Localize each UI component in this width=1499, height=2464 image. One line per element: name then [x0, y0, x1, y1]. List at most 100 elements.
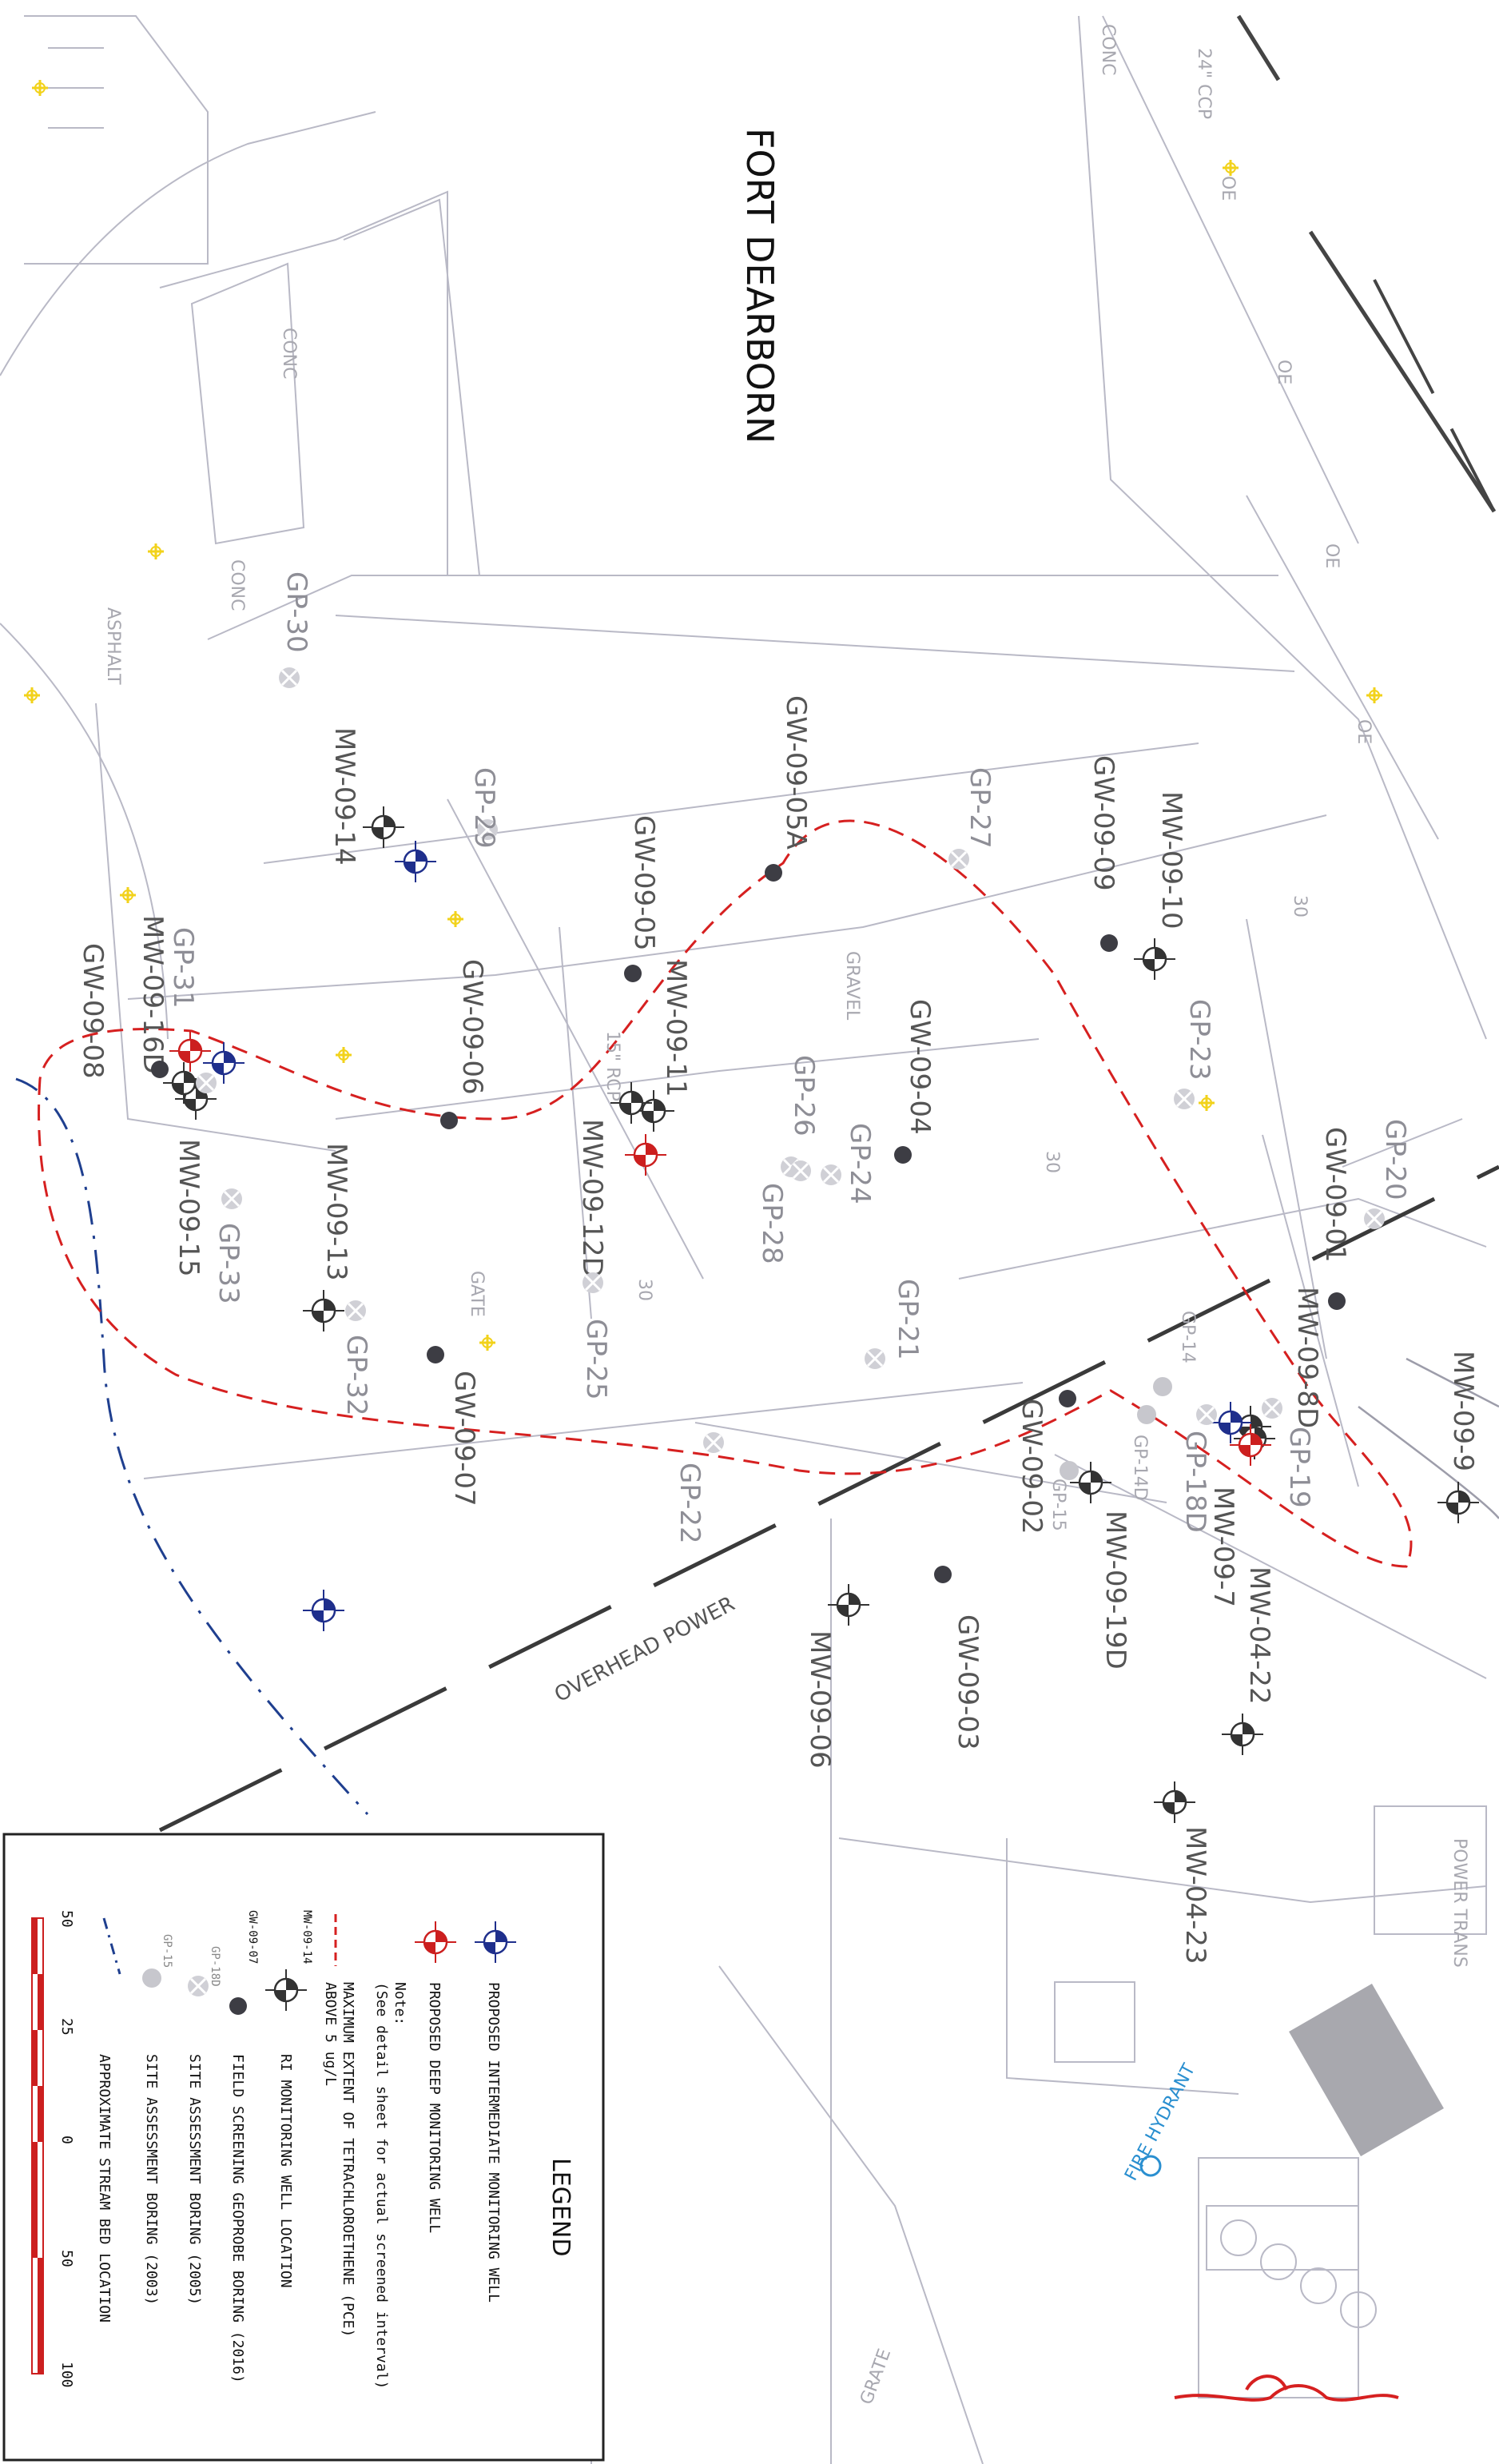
legend-scale-bar: 50 25 0 50 100 — [31, 1910, 75, 2388]
proposed-intermediate-well — [393, 839, 438, 884]
gw-09-09: GW-09-09 — [1087, 755, 1119, 952]
legend: LEGEND PROPOSED INTERMEDIATE MONITORING … — [2, 1833, 605, 2462]
gw-09-06: GW-09-06 — [440, 959, 488, 1129]
svg-text:GW-09-07: GW-09-07 — [448, 1371, 480, 1507]
svg-text:GP-20: GP-20 — [1379, 1119, 1411, 1200]
gp-14d: GP-14D — [1130, 1405, 1156, 1501]
svg-text:GP-14D: GP-14D — [1130, 1435, 1150, 1501]
svg-text:GP-33: GP-33 — [213, 1223, 245, 1304]
gp-30: GP-30 — [277, 571, 312, 690]
svg-text:MW-09-19D: MW-09-19D — [1099, 1511, 1131, 1670]
gp-28: GP-28 — [756, 1159, 813, 1264]
scale-label-50a: 50 — [58, 1910, 75, 1928]
gw-09-05a: GW-09-05A — [765, 695, 812, 882]
area-label-contour-30c: 30 — [634, 1279, 654, 1301]
gw-09-05: GW-09-05 — [624, 815, 660, 982]
area-label-pipe-24: 24" CCP — [1194, 48, 1214, 119]
site-assessment-borings: GP-30 GP-29 GP-27 GP-31 GP-26 GP-24 GP-2… — [167, 571, 1411, 1544]
gw-09-04: GW-09-04 — [894, 999, 936, 1164]
svg-text:MW-09-06: MW-09-06 — [804, 1630, 836, 1769]
mw-09-19d: MW-09-19D — [1068, 1460, 1131, 1670]
scale-label-25: 25 — [58, 2018, 75, 2036]
legend-site-2005-icon — [186, 1974, 210, 1998]
gw-09-02: GW-09-02 — [1016, 1390, 1076, 1535]
gp-14: GP-14 — [1153, 1311, 1198, 1396]
svg-text:GP-30: GP-30 — [280, 571, 312, 653]
scale-label-50b: 50 — [58, 2250, 75, 2267]
legend-field-screen-code: GW-09-07 — [246, 1910, 259, 1964]
gp-25: GP-25 — [580, 1271, 612, 1400]
area-label-asphalt: ASPHALT — [103, 607, 123, 685]
gp-19: GP-19 — [1260, 1396, 1315, 1508]
mw-04-22: MW-04-22 — [1220, 1566, 1275, 1757]
proposed-deep-well — [623, 1132, 668, 1177]
area-label-overhead-power: OVERHEAD POWER — [551, 1592, 738, 1707]
mw-09-11: MW-09-11 — [631, 959, 692, 1133]
mw-09-15: MW-09-15 — [173, 1077, 218, 1277]
svg-text:GW-09-04: GW-09-04 — [904, 999, 936, 1135]
svg-text:GP-19: GP-19 — [1283, 1427, 1315, 1508]
svg-text:GP-24: GP-24 — [844, 1123, 876, 1204]
mw-09-8d: MW-09-8D — [1228, 1287, 1323, 1449]
area-label-oe-3: OE — [1322, 543, 1342, 568]
area-label-oe-2: OE — [1274, 360, 1294, 384]
mw-09-12d: MW-09-12D — [576, 1081, 654, 1278]
fire-hydrant-icon — [1139, 2155, 1162, 2177]
proposed-intermediate-well — [301, 1588, 346, 1633]
utility-poles — [22, 78, 1384, 1352]
legend-ri-well-code: MW-09-14 — [300, 1910, 313, 1964]
svg-text:GP-23: GP-23 — [1183, 999, 1215, 1081]
gp-26: GP-26 — [779, 1055, 820, 1179]
legend-note-2: (See detail sheet for actual screened in… — [373, 1982, 390, 2389]
signature-mark — [1174, 2374, 1399, 2402]
svg-text:MW-04-22: MW-04-22 — [1243, 1566, 1275, 1705]
gp-27: GP-27 — [947, 767, 996, 871]
area-label-contour-30b: 30 — [1042, 1151, 1062, 1173]
mw-09-9: MW-09-9 — [1436, 1351, 1481, 1525]
mw-09-06: MW-09-06 — [804, 1582, 871, 1769]
legend-ri-well-label: RI MONITORING WELL LOCATION — [277, 2054, 294, 2288]
gw-09-08: GW-09-08 — [77, 943, 169, 1079]
mw-09-7: MW-09-7 — [1207, 1416, 1277, 1607]
scale-label-0: 0 — [58, 2136, 75, 2144]
area-label-contour-30a: 30 — [1290, 895, 1310, 918]
svg-text:GP-22: GP-22 — [674, 1463, 706, 1544]
area-label-gravel: GRAVEL — [842, 951, 862, 1021]
mw-09-13: MW-09-13 — [301, 1143, 352, 1333]
svg-text:GP-29: GP-29 — [468, 767, 500, 849]
legend-site-2003-icon — [142, 1968, 161, 1988]
svg-text:MW-09-8D: MW-09-8D — [1291, 1287, 1323, 1428]
gp-24: GP-24 — [819, 1123, 876, 1204]
area-label-oe-1: OE — [1218, 176, 1238, 201]
svg-text:GP-27: GP-27 — [964, 767, 996, 849]
monitoring-wells: MW-09-14 MW-09-10 MW-09-11 MW-09-12D MW-… — [137, 727, 1481, 1964]
gp-15: GP-15 — [1048, 1461, 1079, 1531]
gp-20: GP-20 — [1362, 1119, 1411, 1231]
gp-18d: GP-18D — [1179, 1403, 1219, 1533]
svg-text:MW-09-12D: MW-09-12D — [576, 1119, 608, 1278]
legend-site-2005-code: GP-18D — [209, 1946, 221, 1987]
gw-09-01: GW-09-01 — [1319, 1127, 1351, 1310]
legend-site-2005-label: SITE ASSESSMENT BORING (2005) — [186, 2054, 203, 2305]
area-label-oe-4: OE — [1354, 719, 1374, 744]
overhead-power-line — [158, 1164, 1499, 1833]
svg-text:MW-04-23: MW-04-23 — [1179, 1826, 1211, 1964]
mw-09-10: MW-09-10 — [1132, 791, 1187, 981]
legend-note-1: Note: — [392, 1982, 408, 2025]
gw-09-03: GW-09-03 — [934, 1566, 984, 1750]
map-title: FORT DEARBORN — [738, 128, 781, 444]
svg-text:MW-09-7: MW-09-7 — [1207, 1487, 1239, 1607]
mw-04-23: MW-04-23 — [1152, 1780, 1211, 1964]
gp-33: GP-33 — [213, 1187, 245, 1304]
gp-31: GP-31 — [167, 927, 218, 1095]
svg-text:MW-09-9: MW-09-9 — [1447, 1351, 1479, 1471]
area-label-conc-1: CONC — [279, 328, 299, 380]
svg-text:GP-21: GP-21 — [892, 1279, 924, 1360]
legend-pce-2: ABOVE 5 ug/L — [322, 1982, 339, 2086]
svg-text:MW-09-10: MW-09-10 — [1155, 791, 1187, 929]
legend-intermediate-label: PROPOSED INTERMEDIATE MONITORING WELL — [485, 1982, 502, 2303]
mw-09-16d: MW-09-16D — [137, 915, 206, 1105]
geoprobe-borings: GW-09-05A GW-09-09 GW-09-05 GW-09-04 GW-… — [77, 695, 1351, 1750]
svg-text:GP-14: GP-14 — [1178, 1311, 1198, 1363]
